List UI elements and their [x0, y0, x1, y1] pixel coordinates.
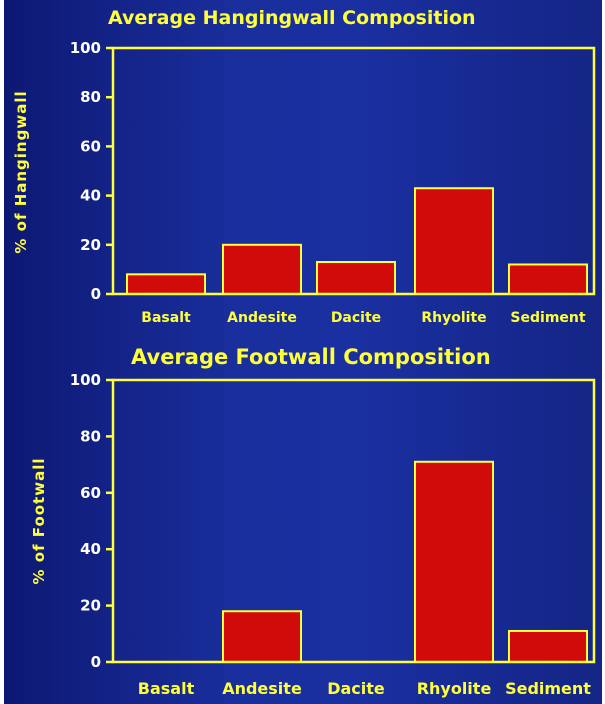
chart1-bar-basalt [126, 273, 206, 296]
chart2-ytick-label-80: 80 [80, 427, 101, 445]
chart1-ytick-label-80: 80 [80, 88, 101, 106]
chart2-bar-sediment [508, 629, 588, 663]
chart1-ytick-label-60: 60 [80, 137, 101, 155]
chart2-ytick-label-0: 0 [91, 653, 101, 671]
chart1-bar-andesite [222, 243, 302, 296]
chart1-bar-dacite [316, 261, 396, 295]
chart2-plot-frame [111, 378, 596, 664]
chart1-title: Average Hangingwall Composition [108, 7, 476, 29]
chart1-category-label-basalt: Basalt [141, 310, 191, 326]
chart1-plot-frame [111, 46, 596, 296]
chart1-bar-rhyolite [414, 187, 494, 295]
chart2-bar-andesite [222, 610, 302, 663]
chart1-ytick-label-20: 20 [80, 236, 101, 254]
chart2-ytick-label-20: 20 [80, 597, 101, 615]
chart1-y-axis-label: % of Hangingwall [12, 90, 30, 253]
charts-canvas: Average Hangingwall Composition % of Hang… [12, 7, 596, 698]
chart2-ytick-label-60: 60 [80, 484, 101, 502]
chart2-category-label-sediment: Sediment [505, 679, 591, 698]
chart2-ytick-label-40: 40 [80, 540, 101, 558]
chart1-ytick-label-100: 100 [70, 39, 101, 57]
chart2-category-label-rhyolite: Rhyolite [417, 679, 492, 698]
chart1-category-label-rhyolite: Rhyolite [421, 310, 486, 326]
slide-background: Average Hangingwall Composition % of Hang… [4, 0, 602, 704]
chart2-category-label-andesite: Andesite [222, 679, 302, 698]
chart2-bar-rhyolite [414, 460, 494, 663]
chart1-ytick-label-40: 40 [80, 187, 101, 205]
chart2-ytick-label-100: 100 [70, 371, 101, 389]
chart1-category-label-sediment: Sediment [510, 310, 585, 326]
chart2-category-label-basalt: Basalt [138, 679, 195, 698]
chart1-bar-sediment [508, 263, 588, 296]
chart2-category-label-dacite: Dacite [327, 679, 385, 698]
chart2-title: Average Footwall Composition [131, 345, 491, 369]
chart1-category-label-andesite: Andesite [227, 310, 297, 326]
chart1-ytick-label-0: 0 [91, 285, 101, 303]
chart2-y-axis-label: % of Footwall [30, 458, 48, 585]
chart1-category-label-dacite: Dacite [331, 310, 381, 326]
